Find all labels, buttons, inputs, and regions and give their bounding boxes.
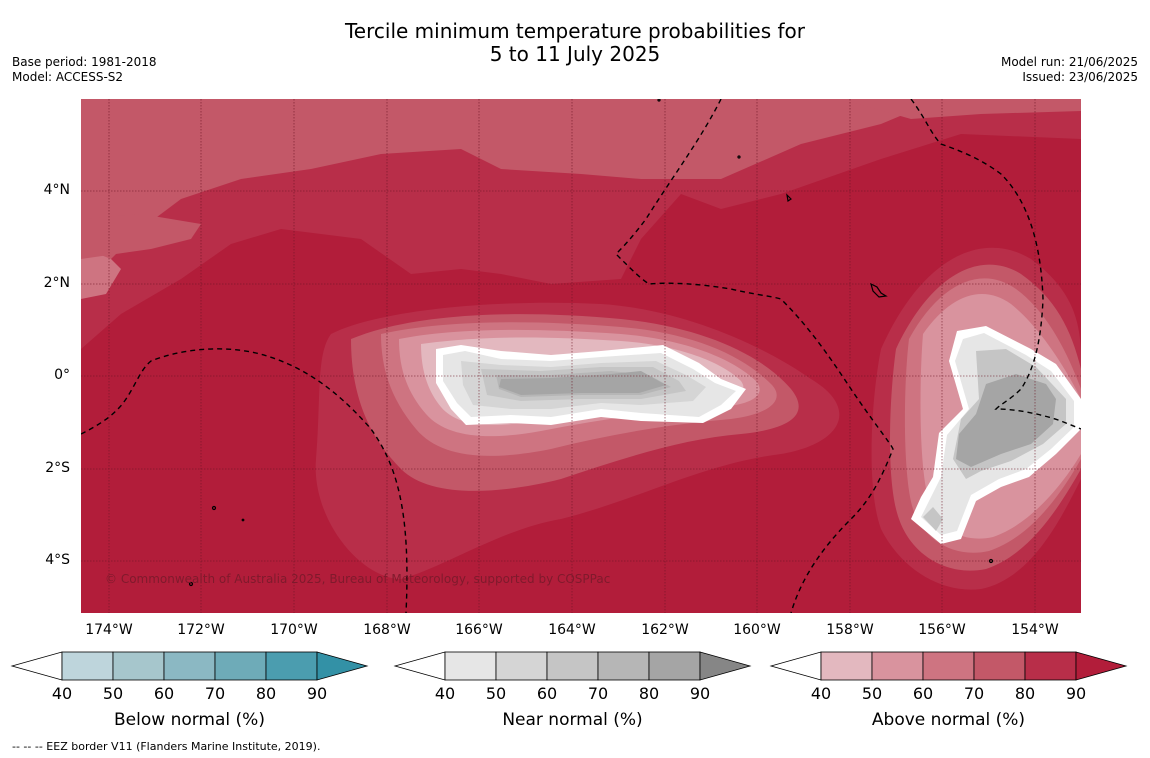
lon-label-162w: 162°W xyxy=(641,622,689,638)
lon-label-164w: 164°W xyxy=(548,622,596,638)
below-tick-60: 60 xyxy=(153,684,175,703)
copyright-text: © Commonwealth of Australia 2025, Bureau… xyxy=(105,572,610,586)
near-normal-80-east xyxy=(956,374,1056,467)
lat-label-0: 0° xyxy=(54,367,70,383)
colorbar-above-normal xyxy=(769,651,1128,681)
above-tick-90: 90 xyxy=(1065,684,1087,703)
metadata-left: Base period: 1981-2018 Model: ACCESS-S2 xyxy=(12,55,157,85)
below-tick-80: 80 xyxy=(255,684,277,703)
colorbar-near-label: Near normal (%) xyxy=(502,710,643,730)
below-tick-40: 40 xyxy=(51,684,73,703)
eez-borders xyxy=(81,99,1081,613)
lon-label-170w: 170°W xyxy=(270,622,318,638)
above-tick-70: 70 xyxy=(963,684,985,703)
base-period: Base period: 1981-2018 xyxy=(12,55,157,69)
near-tick-90: 90 xyxy=(689,684,711,703)
below-tick-90: 90 xyxy=(306,684,328,703)
lon-label-156w: 156°W xyxy=(918,622,966,638)
islands xyxy=(188,99,994,587)
below-tick-70: 70 xyxy=(204,684,226,703)
eez-footnote: -- -- -- EEZ border V11 (Flanders Marine… xyxy=(12,740,321,753)
issued-date: Issued: 23/06/2025 xyxy=(1022,70,1138,84)
near-tick-60: 60 xyxy=(536,684,558,703)
title-line-1: Tercile minimum temperature probabilitie… xyxy=(344,19,806,43)
above-tick-60: 60 xyxy=(912,684,934,703)
lon-label-154w: 154°W xyxy=(1011,622,1059,638)
lat-label-4s: 4°S xyxy=(45,552,70,568)
near-tick-70: 70 xyxy=(587,684,609,703)
lat-label-2n: 2°N xyxy=(43,275,70,291)
colorbar-below-label: Below normal (%) xyxy=(114,710,265,730)
above-60-band-top xyxy=(841,99,1081,119)
model-name: Model: ACCESS-S2 xyxy=(12,70,124,84)
colorbars xyxy=(10,651,1128,681)
lat-label-2s: 2°S xyxy=(45,460,70,476)
colorbar-above-label: Above normal (%) xyxy=(871,710,1026,730)
above-tick-50: 50 xyxy=(861,684,883,703)
above-tick-40: 40 xyxy=(810,684,832,703)
lon-label-166w: 166°W xyxy=(455,622,503,638)
near-tick-50: 50 xyxy=(485,684,507,703)
probability-map: © Commonwealth of Australia 2025, Bureau… xyxy=(81,99,1081,613)
colorbar-near-normal xyxy=(393,651,752,681)
near-tick-40: 40 xyxy=(434,684,456,703)
model-run: Model run: 21/06/2025 xyxy=(1000,55,1138,69)
map-title: Tercile minimum temperature probabilitie… xyxy=(0,20,1150,66)
lon-label-174w: 174°W xyxy=(85,622,133,638)
above-50-band-north xyxy=(81,247,121,299)
lon-label-168w: 168°W xyxy=(363,622,411,638)
lon-label-172w: 172°W xyxy=(177,622,225,638)
near-normal-80-central xyxy=(499,371,666,395)
near-normal-60-east-small xyxy=(923,507,943,531)
below-tick-50: 50 xyxy=(102,684,124,703)
lon-label-158w: 158°W xyxy=(826,622,874,638)
colorbar-below-normal xyxy=(10,651,369,681)
above-tick-80: 80 xyxy=(1014,684,1036,703)
above-60-band-north xyxy=(81,99,941,289)
above-50-band-north-2 xyxy=(81,214,201,259)
lon-label-160w: 160°W xyxy=(733,622,781,638)
metadata-right: Model run: 21/06/2025 Issued: 23/06/2025 xyxy=(1001,55,1138,85)
title-line-2: 5 to 11 July 2025 xyxy=(489,42,661,66)
lat-label-4n: 4°N xyxy=(43,182,70,198)
near-tick-80: 80 xyxy=(638,684,660,703)
